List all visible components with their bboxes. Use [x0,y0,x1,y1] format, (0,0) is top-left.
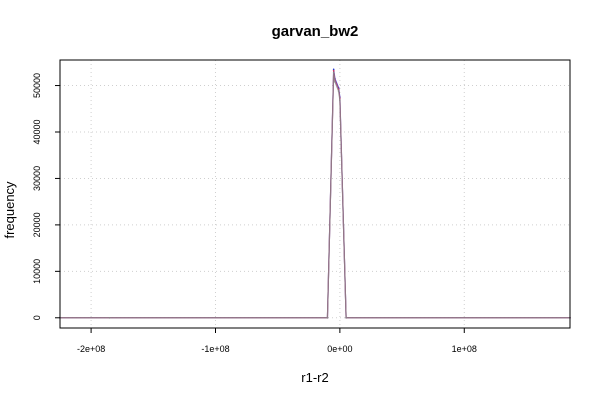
series-lines [59,68,571,319]
x-tick-label: -2e+08 [77,344,105,354]
y-tick-label: 30000 [32,166,42,191]
series-line-1 [60,68,570,319]
data-point [345,316,347,319]
data-point [332,68,335,71]
x-tick-label: -1e+08 [201,344,229,354]
series-line-3 [60,71,570,319]
y-axis-label: frequency [2,181,17,239]
data-point [108,316,111,319]
y-tick-label: 40000 [32,119,42,144]
data-point [339,99,341,102]
data-point [332,71,335,74]
x-tick-label: 0e+00 [327,344,352,354]
series-line-2 [60,70,570,319]
data-point [332,69,335,72]
x-axis-label: r1-r2 [301,370,328,385]
y-tick-label: 0 [32,315,42,320]
y-tick-label: 10000 [32,259,42,284]
data-point [337,90,340,92]
x-tick-label: 1e+08 [452,344,477,354]
x-axis: -2e+08 -1e+08 0e+00 1e+08 [77,328,477,354]
plot-frame [59,59,571,329]
grid [60,60,570,328]
y-axis: 0 10000 20000 30000 40000 50000 [32,73,60,320]
chart-title: garvan_bw2 [272,23,359,40]
y-tick-label: 50000 [32,73,42,98]
data-point [326,316,329,319]
data-point [334,81,336,83]
y-tick-label: 20000 [32,212,42,237]
